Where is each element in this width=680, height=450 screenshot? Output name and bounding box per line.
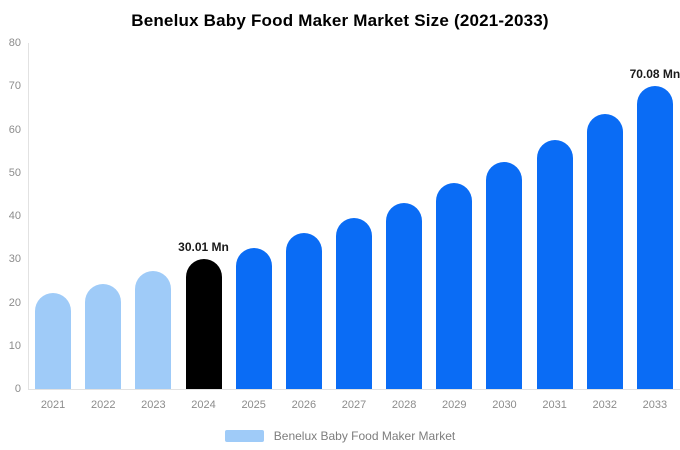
x-axis-label-2030: 2030 xyxy=(492,399,517,411)
bar-2023[interactable] xyxy=(135,271,172,389)
bar-2025[interactable] xyxy=(235,248,272,389)
x-axis-label-2025: 2025 xyxy=(241,399,266,411)
x-axis-label-2027: 2027 xyxy=(341,399,367,411)
bar-2030[interactable] xyxy=(486,161,523,389)
bar-2027[interactable] xyxy=(336,218,372,389)
bar-2032[interactable] xyxy=(586,113,623,389)
x-axis-label-2029: 2029 xyxy=(442,399,467,411)
chart-title: Benelux Baby Food Maker Market Size (202… xyxy=(131,11,549,30)
x-axis-label-2021: 2021 xyxy=(40,399,66,411)
y-axis-label: 80 xyxy=(8,37,21,49)
bar-2021[interactable] xyxy=(35,293,72,389)
data-label-2033: 70.08 Mn xyxy=(629,66,680,81)
y-axis-label: 20 xyxy=(8,296,21,309)
bar-2031[interactable] xyxy=(536,139,573,389)
y-axis-label: 40 xyxy=(8,210,21,222)
legend-label: Benelux Baby Food Maker Market xyxy=(273,429,456,443)
data-label-2024: 30.01 Mn xyxy=(178,240,229,255)
legend-item[interactable]: Benelux Baby Food Maker Market xyxy=(0,429,680,443)
x-axis-label-2026: 2026 xyxy=(291,399,317,411)
bar-2024[interactable] xyxy=(185,259,222,389)
x-axis-label-2023: 2023 xyxy=(141,399,166,411)
bar-2033[interactable] xyxy=(636,85,673,389)
y-axis-label: 50 xyxy=(8,166,21,179)
y-axis-label: 60 xyxy=(8,123,21,136)
x-axis-label-2028: 2028 xyxy=(391,399,417,411)
y-axis-label: 10 xyxy=(8,339,21,352)
x-axis-label-2022: 2022 xyxy=(90,399,116,411)
legend-swatch xyxy=(224,430,264,442)
bar-2028[interactable] xyxy=(386,203,423,389)
y-axis-label: 30 xyxy=(8,253,21,266)
x-axis-label-2032: 2032 xyxy=(592,399,617,411)
bar-2029[interactable] xyxy=(436,183,473,389)
x-axis-label-2033: 2033 xyxy=(642,399,668,411)
x-axis-label-2031: 2031 xyxy=(542,399,567,411)
y-axis-line xyxy=(28,43,29,390)
bar-2022[interactable] xyxy=(85,283,122,389)
y-axis-label: 70 xyxy=(8,80,21,93)
x-axis-label-2024: 2024 xyxy=(191,399,216,411)
x-axis-line xyxy=(28,389,680,390)
y-axis-label: 0 xyxy=(14,383,21,395)
bar-2026[interactable] xyxy=(285,232,322,389)
